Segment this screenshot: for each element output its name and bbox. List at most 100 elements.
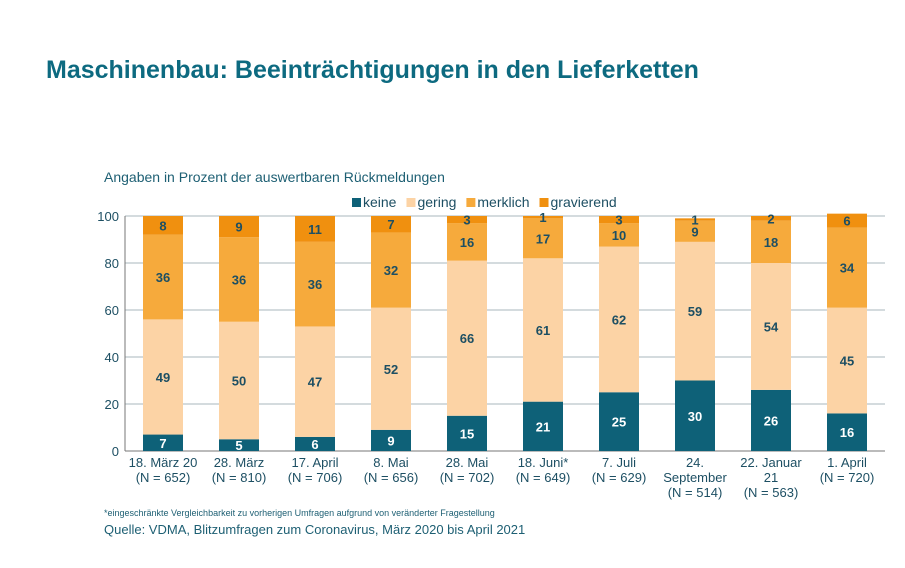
- x-tick-label: (N = 514): [668, 485, 723, 500]
- y-tick-label: 0: [112, 444, 119, 459]
- x-tick-label: 7. Juli: [602, 455, 636, 470]
- bar-segment-gering: [827, 307, 867, 414]
- legend-swatch: [352, 198, 361, 207]
- bar-segment-gravierend: [447, 216, 487, 224]
- data-label: 62: [612, 312, 626, 327]
- bar-segment-keine: [675, 380, 715, 451]
- bar-segment-gravierend: [371, 216, 411, 233]
- y-tick-label: 80: [105, 256, 119, 271]
- x-tick-label: 28. März: [214, 455, 265, 470]
- y-tick-label: 100: [97, 209, 119, 224]
- data-label: 3: [615, 213, 622, 228]
- x-tick-label: (N = 656): [364, 470, 419, 485]
- bar-segment-gravierend: [827, 213, 867, 228]
- bar-segment-gering: [751, 263, 791, 390]
- bar-segment-gering: [447, 260, 487, 416]
- bar-segment-gering: [295, 326, 335, 437]
- bar-segment-keine: [751, 389, 791, 451]
- legend-label: gering: [417, 194, 456, 210]
- source-note: Quelle: VDMA, Blitzumfragen zum Coronavi…: [104, 522, 526, 537]
- bar-segment-gering: [219, 321, 259, 440]
- x-tick-label: (N = 720): [820, 470, 875, 485]
- bar-segment-merklich: [751, 220, 791, 263]
- bar-segment-gering: [371, 307, 411, 430]
- data-label: 6: [311, 437, 318, 452]
- data-label: 54: [764, 319, 779, 334]
- bar-segment-merklich: [675, 220, 715, 242]
- bar-segment-merklich: [447, 223, 487, 261]
- data-label: 36: [232, 272, 246, 287]
- data-label: 66: [460, 331, 474, 346]
- bar-segment-merklich: [599, 223, 639, 247]
- page-title: Maschinenbau: Beeinträchtigungen in den …: [46, 56, 699, 84]
- bar-segment-keine: [447, 415, 487, 451]
- data-label: 10: [612, 228, 626, 243]
- bar-segment-merklich: [295, 241, 335, 327]
- data-label: 21: [536, 419, 550, 434]
- bar-segment-keine: [143, 434, 183, 451]
- x-tick-label: September: [663, 470, 727, 485]
- data-label: 17: [536, 231, 550, 246]
- data-label: 9: [691, 224, 698, 239]
- x-tick-label: 1. April: [827, 455, 867, 470]
- data-label: 1: [539, 210, 546, 225]
- y-tick-label: 40: [105, 350, 119, 365]
- bar-segment-keine: [523, 401, 563, 451]
- bar-segment-keine: [219, 439, 259, 451]
- data-label: 8: [159, 218, 166, 233]
- bar-segment-merklich: [143, 234, 183, 320]
- y-tick-label: 60: [105, 303, 119, 318]
- data-label: 16: [840, 425, 854, 440]
- data-label: 36: [308, 277, 322, 292]
- x-tick-label: (N = 652): [136, 470, 191, 485]
- bar-segment-keine: [371, 429, 411, 451]
- x-tick-label: (N = 649): [516, 470, 571, 485]
- data-label: 25: [612, 415, 626, 430]
- bar-segment-merklich: [827, 227, 867, 308]
- data-label: 18: [764, 235, 778, 250]
- bar-segment-keine: [827, 413, 867, 451]
- data-label: 30: [688, 409, 702, 424]
- x-tick-label: (N = 563): [744, 485, 799, 500]
- data-label: 49: [156, 370, 170, 385]
- x-tick-label: 18. Juni*: [518, 455, 569, 470]
- legend-label: keine: [363, 194, 397, 210]
- bar-segment-gravierend: [219, 216, 259, 238]
- footnote: *eingeschränkte Vergleichbarkeit zu vorh…: [104, 508, 495, 518]
- x-tick-label: 18. März 20: [129, 455, 198, 470]
- data-label: 9: [387, 433, 394, 448]
- legend-label: merklich: [477, 194, 529, 210]
- bar-segment-merklich: [371, 232, 411, 308]
- data-label: 47: [308, 375, 322, 390]
- bar-segment-gravierend: [599, 216, 639, 224]
- data-label: 61: [536, 323, 550, 338]
- data-label: 5: [235, 438, 242, 453]
- x-tick-label: (N = 706): [288, 470, 343, 485]
- bar-segment-gering: [523, 258, 563, 402]
- data-label: 50: [232, 374, 246, 389]
- x-tick-label: 8. Mai: [373, 455, 409, 470]
- bar-segment-gering: [143, 319, 183, 435]
- data-label: 16: [460, 235, 474, 250]
- data-label: 6: [843, 214, 850, 229]
- bar-segment-gering: [675, 241, 715, 381]
- data-label: 15: [460, 426, 474, 441]
- y-tick-label: 20: [105, 397, 119, 412]
- data-label: 34: [840, 261, 855, 276]
- bar-segment-keine: [599, 392, 639, 451]
- bar-segment-gravierend: [523, 216, 563, 219]
- data-label: 1: [691, 213, 698, 228]
- legend-swatch: [539, 198, 549, 207]
- data-label: 7: [387, 217, 394, 232]
- legend-swatch: [406, 198, 416, 207]
- data-label: 2: [767, 211, 774, 226]
- legend-label: gravierend: [551, 194, 617, 210]
- x-tick-label: 17. April: [292, 455, 339, 470]
- x-tick-label: (N = 629): [592, 470, 647, 485]
- data-label: 36: [156, 270, 170, 285]
- bar-segment-gravierend: [143, 216, 183, 235]
- bar-segment-gravierend: [295, 216, 335, 242]
- bar-segment-gravierend: [751, 216, 791, 221]
- bar-segment-merklich: [219, 237, 259, 322]
- x-tick-label: 28. Mai: [446, 455, 489, 470]
